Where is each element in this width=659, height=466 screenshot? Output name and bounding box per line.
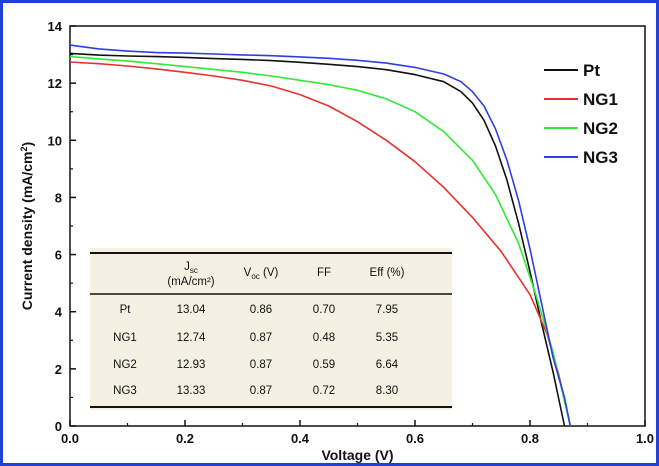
y-axis-title-sup: 2 — [19, 146, 29, 151]
x-tick-label: 0.4 — [291, 431, 310, 446]
legend-label-ng1: NG1 — [583, 90, 618, 109]
table-cell: 0.87 — [250, 385, 272, 397]
y-tick-label: 10 — [48, 133, 62, 148]
table-background — [90, 248, 452, 410]
y-axis-title: Current density (mA/cm2) — [19, 142, 35, 310]
table-cell: 0.59 — [313, 359, 335, 371]
table-cell: 13.04 — [177, 304, 206, 316]
table-header-cell: Voc (V) — [244, 267, 279, 281]
table-header-cell: Jsc — [184, 261, 198, 275]
series-line-ng2 — [69, 55, 572, 427]
table-row-label: NG1 — [113, 332, 137, 344]
table-cell: 0.72 — [313, 385, 335, 397]
x-tick-label: 0.2 — [176, 431, 194, 446]
y-tick-label: 8 — [55, 190, 62, 205]
y-tick-label: 6 — [55, 248, 62, 263]
table-cell: 0.87 — [250, 332, 272, 344]
y-tick-label: 0 — [55, 419, 62, 434]
x-axis-title: Voltage (V) — [321, 447, 393, 463]
legend-label-pt: Pt — [583, 61, 600, 80]
y-axis-title-main: Current density (mA/cm — [19, 151, 35, 310]
curves — [69, 44, 572, 427]
table-cell: 8.30 — [376, 385, 398, 397]
x-tick-label: 1.0 — [636, 431, 654, 446]
results-table: Jsc(mA/cm²) Voc (V) FF Eff (%) Pt 13.04 0.86 0.… — [90, 248, 452, 410]
table-row-label: NG3 — [113, 385, 137, 397]
table-cell: 13.33 — [177, 385, 206, 397]
x-tick-label: 0.8 — [521, 431, 539, 446]
table-cell: 12.93 — [177, 359, 206, 371]
y-tick-label: 12 — [48, 76, 62, 91]
table-row-label: NG2 — [113, 359, 137, 371]
table-cell: 6.64 — [376, 359, 399, 371]
legend: Pt NG1 NG2 NG3 — [544, 61, 618, 167]
table-cell: 12.74 — [177, 332, 206, 344]
legend-label-ng2: NG2 — [583, 119, 618, 138]
series-line-ng3 — [69, 44, 572, 427]
table-cell: 0.48 — [313, 332, 335, 344]
table-header-cell: Eff (%) — [370, 267, 405, 279]
y-tick-label: 14 — [48, 19, 63, 34]
y-tick-label: 2 — [55, 362, 62, 377]
table-cell: 0.70 — [313, 304, 335, 316]
series-line-ng1 — [69, 61, 572, 427]
y-tick-label: 4 — [55, 305, 63, 320]
legend-label-ng3: NG3 — [583, 148, 618, 167]
table-cell: 7.95 — [376, 304, 398, 316]
x-tick-label: 0.0 — [61, 431, 79, 446]
axes: 0.0 0.2 0.4 0.6 0.8 1.0 0 2 4 6 8 10 12 14 — [48, 19, 655, 446]
table-cell: 5.35 — [376, 332, 398, 344]
table-cell: 0.86 — [250, 304, 272, 316]
table-row-label: Pt — [120, 304, 132, 316]
series-line-pt — [69, 52, 566, 427]
y-axis-title-end: ) — [19, 142, 35, 147]
table-header-cell-line2: (mA/cm²) — [167, 276, 214, 288]
table-header-cell: FF — [317, 267, 331, 279]
x-tick-label: 0.6 — [406, 431, 424, 446]
table-cell: 0.87 — [250, 359, 272, 371]
